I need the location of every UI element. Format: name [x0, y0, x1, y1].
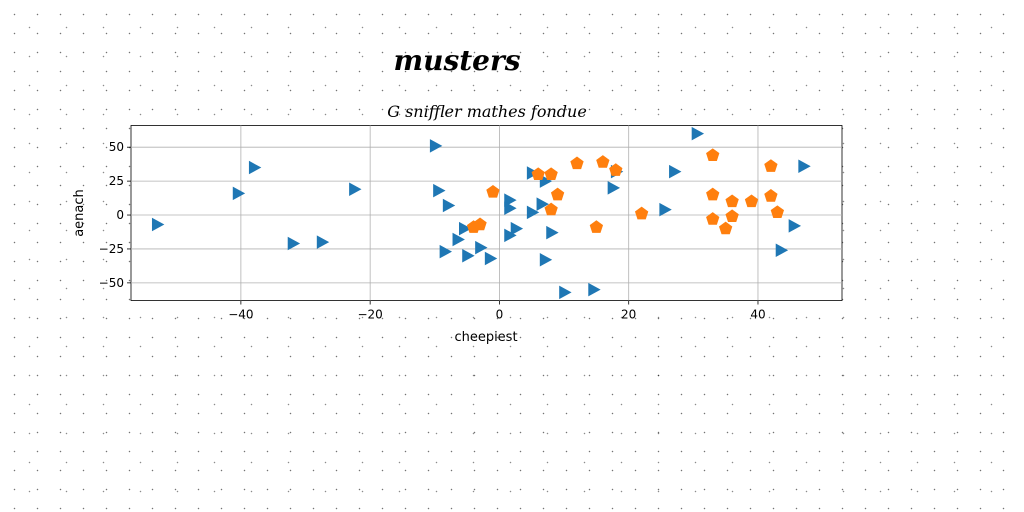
triangle-point [788, 219, 802, 233]
y-tick-label: 50 [109, 140, 124, 154]
pentagon-point [764, 189, 778, 202]
triangle-point [462, 248, 475, 263]
y-tick-label: −50 [99, 276, 124, 290]
triangle-point [439, 244, 452, 259]
x-tick-label: −20 [357, 308, 382, 322]
pentagon-point [744, 194, 759, 208]
triangle-point [475, 240, 488, 255]
pentagon-point [544, 202, 558, 216]
triangle-point [526, 205, 540, 220]
pentagon-point [473, 217, 487, 231]
pentagon-point [550, 187, 565, 201]
triangle-point [349, 182, 362, 197]
pentagon-point [764, 159, 778, 172]
axis-ticks: −40 −20 0 20 40 −50 −25 0 25 50 [99, 140, 766, 321]
triangle-point [775, 243, 789, 258]
triangle-point [232, 186, 246, 201]
pentagon-point [596, 155, 610, 168]
figure-title: musters [393, 44, 520, 77]
triangle-point [536, 197, 549, 211]
triangle-point [559, 285, 572, 300]
triangle-point [546, 225, 559, 240]
pentagon-point [609, 163, 623, 176]
triangle-point [429, 139, 443, 153]
x-axis-label: cheepiest [454, 330, 517, 345]
x-tick-label: 0 [496, 308, 504, 322]
triangle-point [151, 217, 165, 232]
triangle-point [669, 164, 682, 179]
triangle-point [316, 235, 330, 249]
pentagon-point [706, 187, 720, 201]
pentagon-point [706, 148, 720, 162]
triangle-point [459, 221, 472, 236]
grid [131, 125, 842, 301]
data-points [151, 126, 811, 300]
triangle-point [442, 198, 456, 213]
y-tick-label: 0 [116, 208, 124, 222]
x-tick-label: 20 [621, 308, 636, 322]
triangle-point [510, 221, 524, 236]
y-tick-label: 25 [109, 174, 124, 188]
pentagon-point [770, 205, 785, 218]
pentagon-point [725, 209, 739, 223]
pentagon-point [589, 220, 604, 233]
pentagon-point [570, 156, 584, 170]
triangle-point [798, 159, 811, 173]
triangle-point [504, 201, 517, 216]
x-tick-label: −40 [228, 308, 253, 322]
triangle-point [433, 183, 446, 198]
triangle-point [588, 282, 601, 297]
triangle-point [659, 202, 672, 217]
triangle-point [607, 181, 621, 195]
pentagon-point [634, 206, 649, 220]
x-tick-label: 40 [750, 308, 765, 322]
pentagon-point [706, 212, 720, 225]
triangle-point [452, 232, 465, 247]
pentagon-point [486, 184, 500, 198]
chart-title: G sniffler mathes fondue [387, 102, 587, 121]
y-tick-label: −25 [99, 242, 124, 256]
pentagon-point [725, 194, 739, 208]
pentagon-point [531, 167, 545, 181]
triangle-point [287, 236, 301, 251]
plot-area [130, 125, 843, 301]
triangle-point [484, 251, 498, 266]
pentagon-point [718, 221, 733, 235]
triangle-point [248, 160, 262, 175]
triangle-point [539, 253, 553, 267]
triangle-point [504, 228, 517, 243]
triangle-point [691, 126, 705, 141]
pentagon-point [544, 167, 558, 181]
y-axis-label: aenach [72, 189, 87, 237]
